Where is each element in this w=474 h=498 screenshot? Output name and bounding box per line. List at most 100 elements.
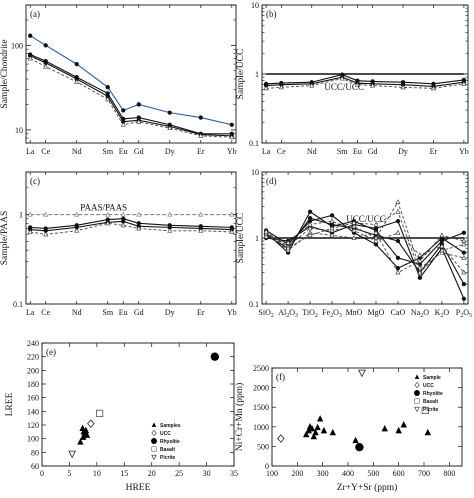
x-tick-label: 800 bbox=[443, 469, 455, 478]
data-point bbox=[354, 81, 360, 87]
data-point bbox=[395, 238, 401, 244]
data-point bbox=[339, 75, 345, 81]
data-point bbox=[198, 115, 203, 120]
x-tick-label: Eu bbox=[119, 147, 128, 156]
data-point bbox=[381, 424, 388, 432]
data-point bbox=[314, 423, 321, 431]
data-point bbox=[310, 432, 317, 440]
x-tick-label: Er bbox=[197, 147, 205, 156]
data-point bbox=[210, 352, 219, 361]
plot-frame bbox=[25, 171, 237, 305]
x-tick-label: Er bbox=[197, 308, 205, 317]
series-picrite bbox=[358, 369, 366, 378]
panel-label: (e) bbox=[46, 347, 56, 357]
x-tick-label: La bbox=[26, 147, 35, 156]
data-point bbox=[430, 85, 436, 91]
legend-marker bbox=[151, 446, 157, 452]
data-point bbox=[120, 222, 126, 228]
series-3 bbox=[27, 220, 235, 237]
x-tick-label: 10 bbox=[93, 469, 101, 478]
x-tick-label: 25 bbox=[175, 469, 183, 478]
x-tick-label: Gd bbox=[134, 308, 144, 317]
x-tick-label: 0 bbox=[40, 469, 44, 478]
y-tick-label: 1000 bbox=[253, 423, 269, 432]
x-tick-label: Nd bbox=[72, 147, 82, 156]
legend-label: Picrite bbox=[160, 455, 176, 461]
y-axis-label: LREE bbox=[5, 392, 15, 416]
data-point bbox=[105, 220, 111, 226]
data-point bbox=[461, 255, 467, 260]
data-point bbox=[120, 211, 126, 217]
x-tick-label: 30 bbox=[203, 469, 211, 478]
data-point bbox=[355, 442, 364, 452]
x-tick-label: Eu bbox=[119, 308, 128, 317]
data-point bbox=[395, 426, 402, 434]
data-point bbox=[74, 79, 80, 84]
data-point bbox=[461, 230, 467, 235]
x-tick-label: La bbox=[26, 308, 35, 317]
x-tick-label: Nd bbox=[72, 308, 82, 317]
y-tick-label: 100 bbox=[11, 41, 23, 50]
data-point bbox=[87, 419, 95, 428]
plot-frame bbox=[41, 342, 235, 467]
data-point bbox=[79, 433, 87, 440]
data-point bbox=[417, 252, 423, 258]
data-point bbox=[167, 227, 173, 233]
x-tick-label: Gd bbox=[134, 147, 144, 156]
data-point bbox=[352, 436, 359, 444]
data-point bbox=[263, 228, 269, 234]
data-point bbox=[312, 428, 319, 436]
data-point bbox=[461, 80, 467, 86]
data-point bbox=[278, 84, 284, 90]
data-point bbox=[79, 424, 86, 432]
x-tick-label: Fe2O3 bbox=[322, 308, 342, 319]
y-tick-label: 0 bbox=[265, 462, 269, 471]
x-tick-label: Nd bbox=[307, 147, 317, 156]
x-tick-label: TiO2 bbox=[302, 308, 318, 319]
y-tick-label: 60 bbox=[31, 462, 39, 471]
data-point bbox=[461, 250, 467, 255]
series-2 bbox=[28, 53, 234, 139]
data-point bbox=[263, 85, 269, 91]
data-point bbox=[370, 82, 376, 88]
series-2 bbox=[263, 75, 467, 89]
data-point bbox=[395, 269, 401, 275]
series-0 bbox=[27, 211, 235, 217]
y-tick-label: 100 bbox=[27, 435, 39, 444]
data-point bbox=[27, 229, 33, 234]
data-point bbox=[417, 258, 423, 263]
data-point bbox=[329, 218, 335, 224]
y-tick-label: 0.1 bbox=[13, 300, 23, 309]
series-line bbox=[266, 220, 465, 299]
data-point bbox=[285, 239, 291, 245]
data-point bbox=[307, 221, 313, 227]
reference-label: UCC/UCC bbox=[346, 214, 386, 224]
data-point bbox=[77, 438, 84, 445]
y-tick-label: 80 bbox=[31, 448, 39, 457]
panel-f: 100 200 300 400 500 600 700 800 0 500 1000 1500 2000… bbox=[234, 364, 463, 493]
x-tick-label: La bbox=[262, 147, 271, 156]
y-tick-label: 220 bbox=[27, 353, 39, 362]
y-tick-label: 160 bbox=[27, 394, 39, 403]
data-point bbox=[120, 121, 126, 127]
data-point bbox=[105, 85, 110, 90]
legend-marker bbox=[414, 398, 420, 404]
y-tick-label: 2500 bbox=[253, 364, 269, 373]
data-point bbox=[167, 125, 173, 131]
legend-marker bbox=[151, 429, 157, 437]
legend-marker bbox=[151, 438, 157, 444]
x-axis-label: HREE bbox=[126, 483, 151, 493]
data-point bbox=[461, 241, 467, 247]
data-point bbox=[461, 296, 467, 301]
data-point bbox=[80, 428, 87, 435]
x-tick-label: 20 bbox=[148, 469, 156, 478]
x-tick-label: P2O5 bbox=[456, 308, 472, 319]
data-point bbox=[439, 232, 445, 238]
x-tick-label: Sm bbox=[337, 147, 348, 156]
series-rhyolite bbox=[355, 442, 364, 452]
legend-marker bbox=[151, 422, 157, 427]
x-tick-label: 5 bbox=[67, 469, 71, 478]
legend-label: Basalt bbox=[423, 399, 438, 405]
series-line bbox=[30, 222, 232, 235]
y-tick-label: 180 bbox=[27, 380, 39, 389]
